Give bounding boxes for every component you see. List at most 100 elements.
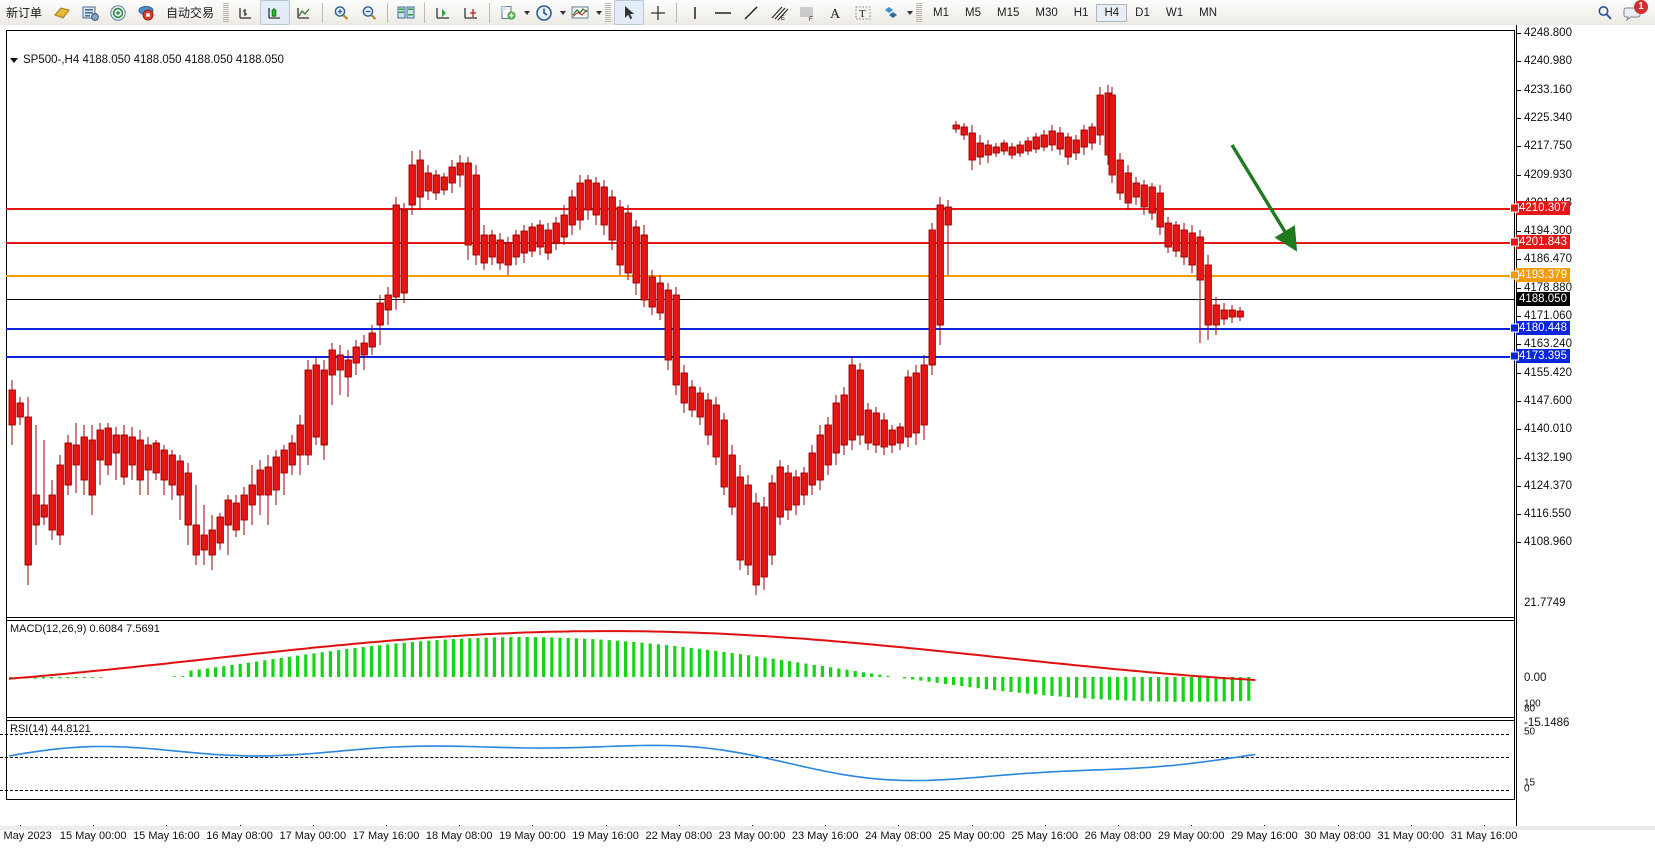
price-axis-label: 4116.550 [1524, 508, 1571, 520]
search-icon[interactable] [1591, 1, 1619, 24]
price-level-tag[interactable]: 4188.050 [1516, 292, 1570, 306]
time-axis-label: 19 May 00:00 [499, 830, 566, 842]
notification-badge: 1 [1634, 0, 1648, 14]
price-level-tag[interactable]: 4180.448 [1516, 321, 1570, 335]
price-line-handle[interactable] [1510, 271, 1519, 280]
profile-icon[interactable] [48, 1, 76, 24]
grid-icon[interactable] [392, 1, 420, 24]
period-icon[interactable] [530, 1, 558, 24]
indicators-icon[interactable] [494, 1, 522, 24]
price-line-pivot[interactable] [6, 275, 1515, 277]
price-axis-tick [1516, 175, 1521, 176]
chart-shift-icon[interactable] [429, 1, 457, 24]
price-line-support-1[interactable] [6, 328, 1515, 330]
trendline-icon[interactable] [737, 1, 765, 24]
svg-text:A: A [830, 7, 841, 22]
timeframe-h4[interactable]: H4 [1096, 4, 1127, 22]
time-axis-label: 17 May 00:00 [279, 830, 346, 842]
price-line-resistance-1[interactable] [6, 208, 1515, 210]
toolbar-grip[interactable] [223, 3, 229, 23]
templates-dropdown-caret[interactable] [596, 11, 602, 15]
toolbar-separator [322, 3, 323, 23]
price-line-handle[interactable] [1510, 238, 1519, 247]
timeframe-h1[interactable]: H1 [1066, 4, 1097, 22]
objects-icon[interactable] [877, 1, 905, 24]
bar-chart-icon[interactable] [232, 1, 260, 24]
chart-symbol-label[interactable]: SP500-,H4 4188.050 4188.050 4188.050 418… [10, 54, 284, 66]
toolbar-grip[interactable] [916, 3, 922, 23]
rsi-panel-divider [6, 717, 1515, 718]
toolbar-grip[interactable] [605, 3, 611, 23]
notifications-icon[interactable]: 1 [1619, 1, 1647, 24]
price-axis-tick [1516, 33, 1521, 34]
price-line-handle[interactable] [1510, 324, 1519, 333]
price-axis-tick [1516, 429, 1521, 430]
cursor-icon[interactable] [614, 0, 644, 25]
auto-scroll-icon[interactable] [457, 1, 485, 24]
time-axis-label: 15 May 00:00 [60, 830, 127, 842]
price-axis-tick [1516, 373, 1521, 374]
crosshair-icon[interactable] [644, 1, 672, 24]
timeframe-m5[interactable]: M5 [957, 4, 989, 22]
chart-area[interactable]: SP500-,H4 4188.050 4188.050 4188.050 418… [0, 25, 1655, 830]
signal-icon[interactable] [104, 1, 132, 24]
price-axis-label: 4108.960 [1524, 536, 1572, 548]
price-axis-tick [1516, 288, 1521, 289]
new-order-label: 新订单 [6, 4, 42, 21]
price-line-handle[interactable] [1510, 352, 1519, 361]
price-level-tag[interactable]: 4193.379 [1516, 268, 1570, 282]
rsi-level-15 [0, 790, 1509, 791]
price-line-handle[interactable] [1510, 204, 1519, 213]
time-axis-label: 26 May 08:00 [1085, 830, 1152, 842]
timeframe-d1[interactable]: D1 [1127, 4, 1158, 22]
objects-dropdown-caret[interactable] [907, 11, 913, 15]
price-axis-tick [1516, 401, 1521, 402]
chart-symbol-caret-icon[interactable] [10, 58, 18, 63]
timeframe-w1[interactable]: W1 [1158, 4, 1191, 22]
price-level-tag[interactable]: 4173.395 [1516, 349, 1570, 363]
price-axis-label: 4132.190 [1524, 452, 1572, 464]
price-level-tag[interactable]: 4201.843 [1516, 235, 1570, 249]
svg-text:F: F [809, 17, 813, 22]
line-chart-icon[interactable] [290, 1, 318, 24]
zoom-out-icon[interactable] [355, 1, 383, 24]
price-axis-label: 4209.930 [1524, 169, 1572, 181]
time-axis-label: 19 May 16:00 [572, 830, 639, 842]
time-axis-label: 31 May 16:00 [1451, 830, 1518, 842]
fibonacci-icon[interactable]: F [793, 1, 821, 24]
price-line-support-2[interactable] [6, 356, 1515, 358]
price-axis-tick [1516, 316, 1521, 317]
equidistant-channel-icon[interactable]: E [765, 1, 793, 24]
timeframe-mn[interactable]: MN [1191, 4, 1225, 22]
time-axis-label: 17 May 16:00 [353, 830, 420, 842]
zoom-in-icon[interactable] [327, 1, 355, 24]
autotrading-icon[interactable] [132, 1, 160, 24]
new-order-button[interactable]: 新订单 [0, 1, 48, 24]
toolbar-separator [489, 3, 490, 23]
macd-panel-divider [6, 617, 1515, 618]
price-axis-label: 4225.340 [1524, 112, 1572, 124]
price-axis-label: 4233.160 [1524, 84, 1572, 96]
text-label-icon[interactable]: T [849, 1, 877, 24]
price-line-resistance-2[interactable] [6, 242, 1515, 244]
templates-icon[interactable] [566, 1, 594, 24]
autotrading-button[interactable]: 自动交易 [160, 1, 220, 24]
data-window-icon[interactable] [76, 1, 104, 24]
text-icon[interactable]: A [821, 1, 849, 24]
time-axis-label: 15 May 16:00 [133, 830, 200, 842]
price-axis-tick [1516, 118, 1521, 119]
time-axis-label: 25 May 16:00 [1011, 830, 1078, 842]
rsi-axis-label: 50 [1524, 727, 1535, 738]
price-level-tag[interactable]: 4210.307 [1516, 201, 1570, 215]
timeframe-m15[interactable]: M15 [989, 4, 1027, 22]
rsi-level-50 [0, 757, 1509, 758]
time-axis-label: 29 May 00:00 [1158, 830, 1225, 842]
rsi-indicator-label: RSI(14) 44.8121 [10, 723, 91, 735]
timeframe-m1[interactable]: M1 [925, 4, 957, 22]
toolbar-separator [424, 3, 425, 23]
horizontal-line-icon[interactable] [709, 1, 737, 24]
candlestick-chart-icon[interactable] [260, 0, 290, 25]
timeframe-m30[interactable]: M30 [1027, 4, 1065, 22]
vertical-line-icon[interactable] [681, 1, 709, 24]
